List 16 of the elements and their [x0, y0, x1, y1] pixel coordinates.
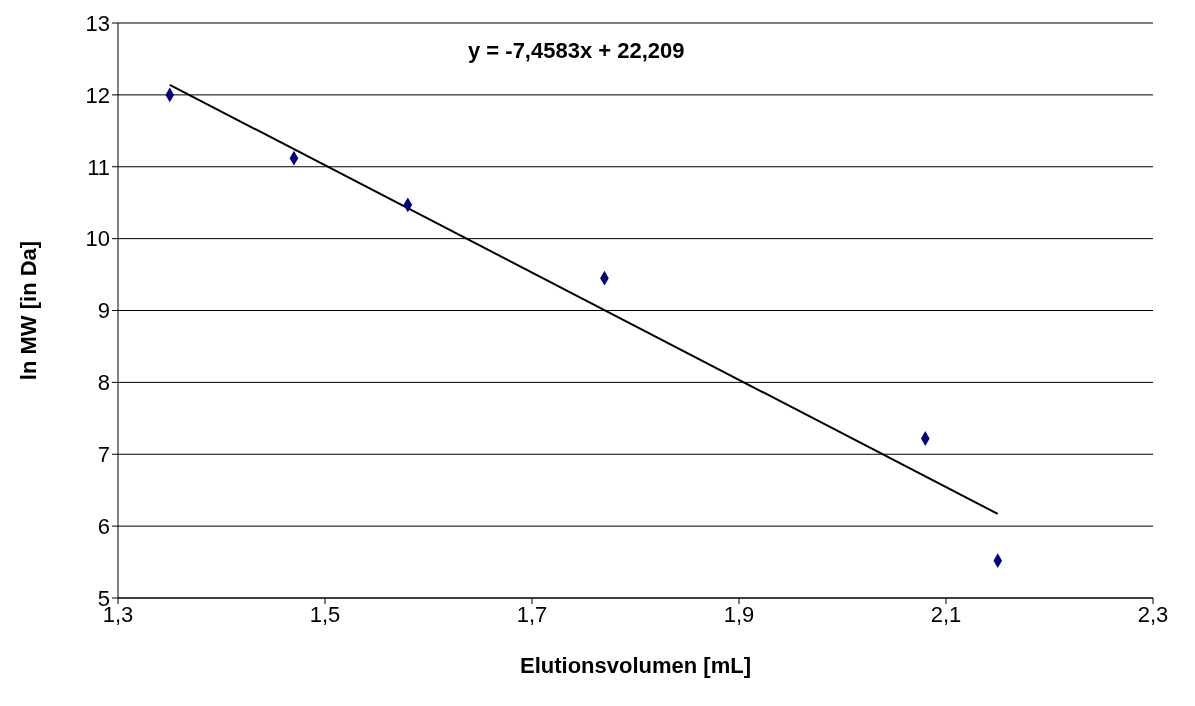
- annotation: y = -7,4583x + 22,209: [468, 38, 685, 64]
- x-axis-title: Elutionsvolumen [mL]: [520, 653, 751, 678]
- x-tick-label: 1,5: [309, 601, 341, 627]
- y-tick-label: 13: [85, 10, 110, 36]
- y-tick-label: 9: [97, 298, 110, 324]
- y-tick-label: 11: [87, 154, 110, 180]
- x-tick-label: 1,7: [516, 601, 548, 627]
- y-tick-label: 6: [97, 513, 110, 539]
- x-tick-label: 1,9: [723, 601, 755, 627]
- x-tick-label: 2,1: [930, 601, 962, 627]
- y-tick-label: 8: [97, 370, 110, 396]
- y-tick-label: 12: [85, 82, 110, 108]
- y-axis-title: ln MW [in Da]: [15, 240, 41, 381]
- x-tick-label: 2,3: [1137, 601, 1169, 627]
- y-tick-label: 10: [85, 226, 110, 252]
- y-tick-label: 7: [97, 442, 110, 468]
